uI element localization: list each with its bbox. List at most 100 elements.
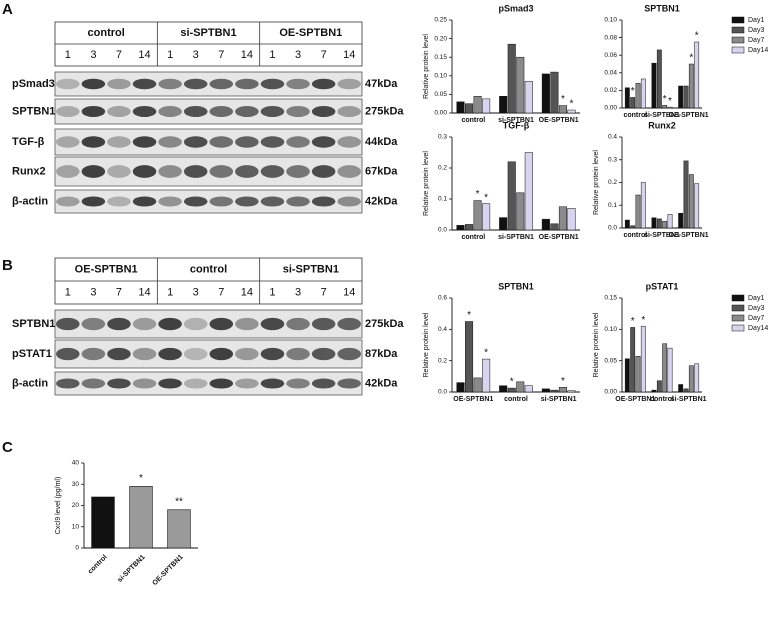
row-size: 42kDa: [365, 377, 398, 389]
bar: [662, 343, 668, 393]
bar: [624, 358, 630, 393]
y-tick-label: 0.05: [604, 357, 617, 364]
bar: [465, 224, 474, 231]
blot-band: [81, 106, 106, 117]
bar: [507, 43, 516, 114]
blot-band: [56, 78, 80, 90]
blot-band: [81, 378, 106, 389]
legend-label: Day1: [748, 17, 764, 24]
legend-swatch: [731, 36, 745, 44]
bar: [635, 83, 641, 109]
blot-band: [286, 165, 310, 178]
row-label: SPTBN1: [12, 318, 55, 330]
bar: [541, 388, 550, 393]
blot-band: [107, 165, 131, 178]
blot-band: [183, 317, 208, 331]
legend-swatch: [731, 294, 745, 302]
blot-band: [311, 378, 336, 389]
bar: [662, 220, 668, 229]
y-tick-label: 0.0: [608, 225, 617, 232]
blot-band: [107, 378, 131, 389]
bar: [482, 203, 491, 231]
y-tick-label: 0.15: [434, 54, 447, 61]
bar: [651, 217, 657, 229]
blot-band: [107, 78, 131, 90]
bar: [465, 321, 474, 393]
lane-label: 1: [167, 49, 173, 61]
bar: [640, 182, 646, 229]
significance: *: [510, 377, 514, 388]
blot-band: [183, 378, 208, 389]
blot-band: [183, 196, 208, 207]
bar: [667, 347, 673, 393]
blot-band: [235, 347, 259, 361]
blot-band: [260, 165, 285, 178]
bar: [635, 194, 641, 229]
x-tick-label: control: [461, 117, 485, 124]
bar: [688, 63, 694, 109]
significance: **: [175, 496, 183, 507]
bar: [473, 200, 482, 231]
bar: [678, 85, 684, 109]
y-axis-label: Relative protein level: [423, 312, 430, 377]
bar: [167, 509, 191, 549]
bar: [630, 327, 636, 393]
blot-band: [260, 106, 285, 117]
lane-label: 3: [193, 49, 199, 61]
row-label: pSTAT1: [12, 348, 52, 360]
blot-band: [209, 165, 234, 178]
blot-band: [311, 196, 336, 207]
blot-band: [260, 378, 285, 389]
blot-band: [183, 347, 208, 361]
legend-label: Day1: [748, 295, 764, 302]
legend-label: Day3: [748, 27, 764, 34]
blot-band: [158, 196, 182, 207]
bar: [651, 62, 657, 109]
blot-band: [132, 317, 157, 331]
blot-band: [183, 136, 208, 148]
bar: [694, 41, 700, 109]
lane-label: 7: [321, 49, 327, 61]
lane-label: 1: [167, 286, 173, 298]
x-tick-label: si-SPTBN1: [671, 396, 707, 403]
lane-label: 7: [321, 286, 327, 298]
blot-band: [286, 196, 310, 207]
row-size: 47kDa: [365, 78, 398, 90]
bar: [567, 208, 576, 231]
blot-band: [158, 378, 182, 389]
x-tick-label: OE-SPTBN1: [669, 112, 709, 119]
blot-band: [81, 78, 106, 90]
y-tick-label: 0.25: [434, 17, 447, 24]
y-tick-label: 0.2: [438, 357, 447, 364]
blot-band: [158, 165, 182, 178]
y-tick-label: 0.10: [434, 73, 447, 80]
panel-letter: B: [2, 257, 13, 274]
blot-band: [132, 165, 157, 178]
bar: [656, 49, 662, 109]
bar: [624, 219, 630, 229]
bar: [683, 160, 689, 229]
blot-band: [158, 136, 182, 148]
group-label: si-SPTBN1: [283, 263, 339, 275]
blot-band: [158, 78, 182, 90]
blot-band: [81, 165, 106, 178]
bar: [558, 105, 567, 114]
x-tick-label: control: [650, 396, 674, 403]
lane-label: 3: [295, 286, 301, 298]
bar: [640, 325, 646, 393]
y-tick-label: 30: [72, 481, 80, 488]
bar: [678, 384, 684, 393]
blot-band: [209, 78, 234, 90]
x-tick-label: si-SPTBN1: [644, 112, 680, 119]
y-axis-label: Relative protein level: [423, 151, 430, 216]
blot-band: [81, 347, 106, 361]
bar: [651, 389, 657, 393]
legend-label: Day3: [748, 305, 764, 312]
bar: [91, 496, 115, 549]
x-tick-label: control: [504, 396, 528, 403]
blot-band: [311, 317, 336, 331]
x-tick-label: OE-SPTBN1: [615, 396, 655, 403]
blot-band: [209, 106, 234, 117]
lane-label: 1: [65, 286, 71, 298]
blot-band: [107, 136, 131, 148]
